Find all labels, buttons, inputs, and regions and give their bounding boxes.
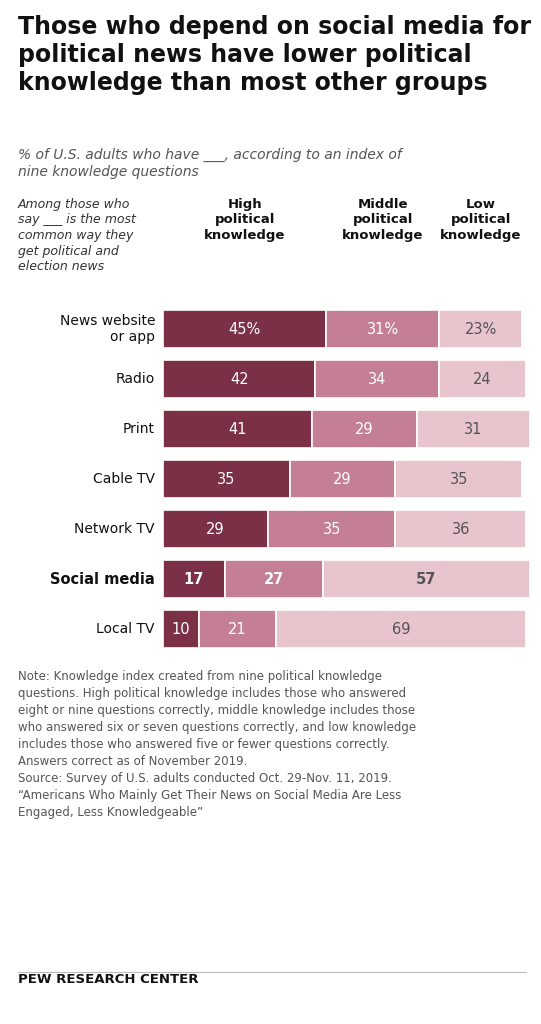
Text: Those who depend on social media for
political news have lower political
knowled: Those who depend on social media for pol… [18, 15, 531, 94]
Bar [225, 560, 323, 598]
Text: 35: 35 [322, 521, 341, 537]
Text: 29: 29 [206, 521, 225, 537]
Text: Radio: Radio [116, 372, 155, 386]
Text: 29: 29 [333, 471, 352, 486]
Text: 31%: 31% [367, 322, 399, 337]
Text: 35: 35 [217, 471, 236, 486]
Text: 41: 41 [228, 422, 247, 436]
Text: News website
or app: News website or app [60, 314, 155, 344]
Bar [163, 310, 326, 348]
Bar [163, 410, 312, 449]
Text: 34: 34 [368, 372, 386, 386]
Text: High
political
knowledge: High political knowledge [204, 198, 285, 242]
Bar [268, 510, 395, 548]
Text: Network TV: Network TV [75, 522, 155, 536]
Text: % of U.S. adults who have ___, according to an index of
nine knowledge questions: % of U.S. adults who have ___, according… [18, 148, 402, 179]
Text: Note: Knowledge index created from nine political knowledge
questions. High poli: Note: Knowledge index created from nine … [18, 670, 416, 819]
Bar [439, 360, 526, 398]
Text: Middle
political
knowledge: Middle political knowledge [342, 198, 423, 242]
Text: 10: 10 [172, 622, 190, 637]
Text: 69: 69 [392, 622, 410, 637]
Text: Among those who
say ___ is the most
common way they
get political and
election n: Among those who say ___ is the most comm… [18, 198, 136, 273]
Text: Low
political
knowledge: Low political knowledge [440, 198, 522, 242]
Text: PEW RESEARCH CENTER: PEW RESEARCH CENTER [18, 973, 199, 986]
Text: 23%: 23% [465, 322, 497, 337]
Bar [290, 460, 395, 498]
Text: 24: 24 [473, 372, 492, 386]
Text: 21: 21 [228, 622, 247, 637]
Text: 31: 31 [464, 422, 483, 436]
Bar [163, 510, 268, 548]
Text: 36: 36 [452, 521, 470, 537]
Bar [163, 360, 315, 398]
Bar [163, 610, 199, 648]
Text: 57: 57 [416, 571, 437, 587]
Text: 35: 35 [450, 471, 468, 486]
Bar [395, 460, 523, 498]
Bar [315, 360, 439, 398]
Bar [163, 460, 290, 498]
Text: 45%: 45% [228, 322, 261, 337]
Bar [417, 410, 530, 449]
Text: 27: 27 [263, 571, 284, 587]
Text: Cable TV: Cable TV [93, 472, 155, 486]
Text: Social media: Social media [50, 571, 155, 587]
Bar [323, 560, 530, 598]
Text: 29: 29 [355, 422, 374, 436]
Bar [439, 310, 523, 348]
Bar [199, 610, 275, 648]
Bar [275, 610, 526, 648]
Bar [326, 310, 439, 348]
Bar [395, 510, 526, 548]
Text: 42: 42 [230, 372, 248, 386]
Bar [163, 560, 225, 598]
Bar [312, 410, 417, 449]
Text: 17: 17 [183, 571, 204, 587]
Text: Print: Print [123, 422, 155, 436]
Text: Local TV: Local TV [96, 622, 155, 636]
